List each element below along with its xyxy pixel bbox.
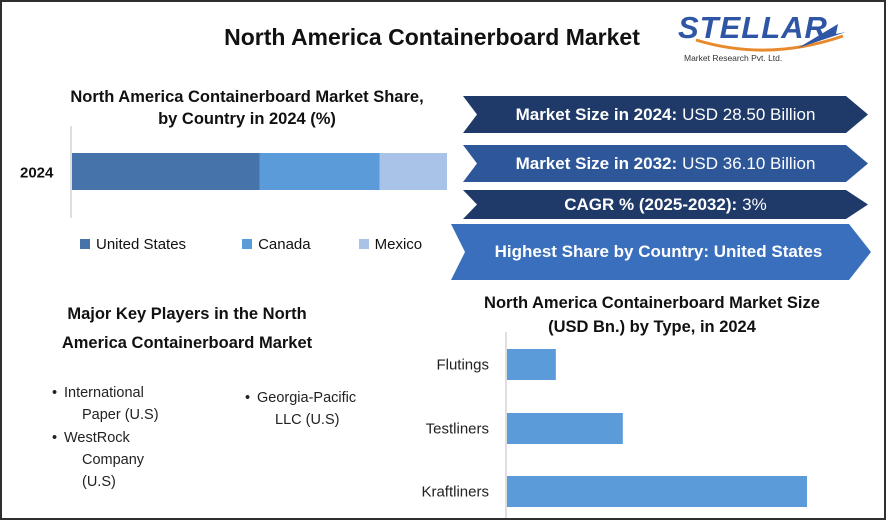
- banner-label: Market Size in 2024:: [515, 104, 678, 124]
- type-bar-kraftliners: [507, 476, 807, 507]
- page-title: North America Containerboard Market: [224, 24, 640, 50]
- share-chart-legend: United States Canada Mexico: [80, 233, 460, 255]
- metric-banner-3: CAGR % (2025-2032): 3%: [463, 190, 868, 219]
- player-name-line1: WestRock: [64, 430, 130, 446]
- legend-label: Canada: [258, 235, 311, 253]
- legend-label: Mexico: [374, 235, 423, 253]
- type-chart-title-line1: North America Containerboard Market Size: [484, 294, 820, 312]
- share-segment-mexico: [379, 153, 447, 190]
- player-name-line2: LLC (U.S): [275, 412, 340, 428]
- legend-label: United States: [96, 235, 187, 253]
- player-westrock: • WestRock Company (U.S): [52, 427, 192, 493]
- legend-item-united-states: United States: [80, 233, 186, 255]
- share-stacked-bar-chart: 2024: [20, 126, 447, 218]
- player-name-line3: (U.S): [82, 474, 116, 490]
- legend-item-canada: Canada: [242, 233, 311, 255]
- metric-banner-1: Market Size in 2024: USD 28.50 Billion: [463, 96, 868, 133]
- stellar-logo: STELLAR Market Research Pvt. Ltd.: [678, 10, 878, 68]
- banner-arrow-shape: [463, 145, 868, 182]
- legend-item-mexico: Mexico: [358, 233, 423, 255]
- type-bar-flutings: [507, 349, 556, 380]
- player-name-line1: Georgia-Pacific: [257, 390, 357, 406]
- share-category-label: 2024: [20, 165, 54, 182]
- bullet-icon: •: [245, 390, 251, 406]
- share-chart-title-line1: North America Containerboard Market Shar…: [70, 88, 424, 106]
- share-chart-title-line2: by Country in 2024 (%): [158, 110, 336, 128]
- type-tick-label-testliners: Testliners: [426, 421, 489, 438]
- share-chart-title: North America Containerboard Market Shar…: [42, 86, 452, 130]
- banner-label: Highest Share by Country: United States: [494, 242, 823, 261]
- banner-text: Highest Share by Country: United States: [451, 224, 871, 280]
- key-players-title-line1: Major Key Players in the North: [67, 305, 307, 323]
- type-bar-testliners: [507, 413, 623, 444]
- legend-swatch: [242, 239, 253, 249]
- key-players-title: Major Key Players in the North America C…: [32, 300, 342, 358]
- banner-label: CAGR % (2025-2032):: [564, 194, 738, 214]
- legend-swatch: [80, 239, 90, 249]
- banner-value: USD 36.10 Billion: [682, 153, 816, 173]
- logo-name: STELLAR: [678, 10, 828, 45]
- player-name-line2: Company: [82, 452, 145, 468]
- key-players-title-line2: America Containerboard Market: [61, 334, 313, 352]
- legend-swatch: [358, 239, 369, 249]
- type-tick-label-kraftliners: Kraftliners: [421, 484, 489, 501]
- bullet-icon: •: [52, 430, 58, 446]
- player-georgia-pacific: • Georgia-Pacific LLC (U.S): [245, 387, 385, 431]
- type-tick-label-flutings: Flutings: [436, 357, 489, 374]
- player-name-line1: International: [64, 385, 144, 401]
- metric-banner-4: Highest Share by Country: United States: [451, 224, 871, 280]
- player-international-paper: • International Paper (U.S): [52, 382, 192, 426]
- banner-label: Market Size in 2032:: [515, 153, 678, 173]
- banner-text: Market Size in 2032: USD 36.10 Billion: [463, 145, 868, 182]
- banner-arrow-shape: [451, 224, 871, 280]
- share-segment-canada: [259, 153, 380, 190]
- logo-subtitle: Market Research Pvt. Ltd.: [684, 53, 783, 63]
- type-chart-title: North America Containerboard Market Size…: [452, 291, 852, 339]
- share-segment-united-states: [72, 153, 260, 190]
- banner-arrow-shape: [463, 96, 868, 133]
- banner-arrow-shape: [463, 190, 868, 219]
- banner-value: USD 28.50 Billion: [682, 104, 816, 124]
- type-chart-title-line2: (USD Bn.) by Type, in 2024: [548, 318, 756, 336]
- bullet-icon: •: [52, 385, 58, 401]
- logo-swoosh-icon: [695, 24, 846, 52]
- banner-text: CAGR % (2025-2032): 3%: [463, 190, 868, 219]
- metric-banner-2: Market Size in 2032: USD 36.10 Billion: [463, 145, 868, 182]
- banner-text: Market Size in 2024: USD 28.50 Billion: [463, 96, 868, 133]
- player-name-line2: Paper (U.S): [82, 407, 159, 423]
- banner-value: 3%: [742, 194, 767, 214]
- type-bar-chart: Flutings Testliners Kraftliners: [421, 332, 807, 518]
